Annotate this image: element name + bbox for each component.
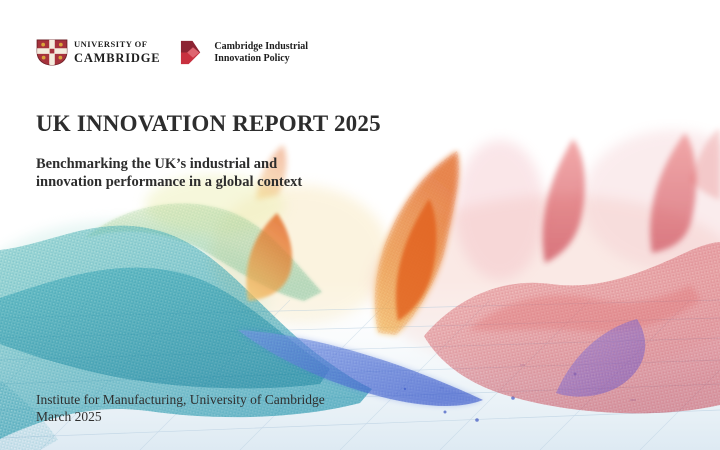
subtitle-line1: Benchmarking the UK’s industrial and [36,156,278,172]
footer-date: March 2025 [36,408,102,424]
cambridge-wordmark-line1: UNIVERSITY OF [74,39,148,49]
page-subtitle: Benchmarking the UK’s industrial and inn… [36,155,302,191]
footer-imprint: Institute for Manufacturing, University … [36,392,325,425]
cambridge-wordmark-line2: CAMBRIDGE [74,51,161,65]
red-wave [424,128,720,414]
cambridge-logo: UNIVERSITY OF CAMBRIDGE [36,39,160,66]
page-title: UK INNOVATION REPORT 2025 [36,111,381,136]
ciip-wordmark-line1: Cambridge Industrial [214,41,308,52]
ciip-arrow-icon [181,40,201,65]
footer-institute: Institute for Manufacturing, University … [36,392,325,407]
header-logos: UNIVERSITY OF CAMBRIDGE Cambridge Indust… [36,39,308,66]
cambridge-shield-icon [36,39,68,66]
subtitle-line2: innovation performance in a global conte… [36,174,303,190]
ciip-wordmark-line2: Innovation Policy [214,52,290,64]
ciip-logo: Cambridge Industrial Innovation Policy [179,39,308,66]
cambridge-wordmark: UNIVERSITY OF CAMBRIDGE [74,39,161,66]
ciip-wordmark: Cambridge Industrial Innovation Policy [214,41,308,64]
